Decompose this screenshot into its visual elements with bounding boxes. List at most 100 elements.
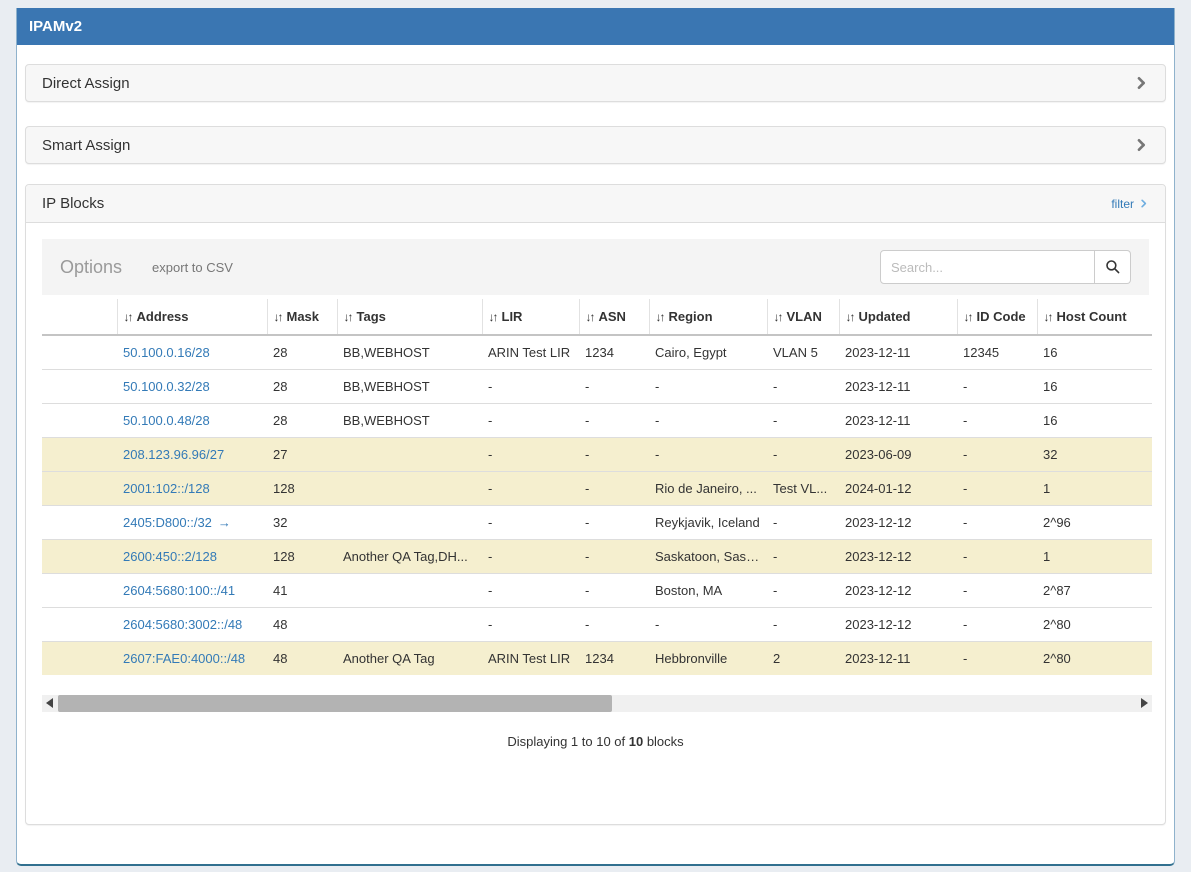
options-title: Options (60, 257, 122, 278)
horizontal-scrollbar[interactable] (42, 695, 1152, 712)
column-header-tags[interactable]: ↓↑Tags (337, 299, 482, 335)
address-link[interactable]: 50.100.0.16/28 (123, 345, 210, 360)
cell-tags (337, 607, 482, 641)
cell-updated: 2023-12-12 (839, 505, 957, 539)
cell-select (42, 403, 117, 437)
cell-mask: 28 (267, 369, 337, 403)
cell-vlan: - (767, 369, 839, 403)
cell-tags (337, 437, 482, 471)
column-header-vlan[interactable]: ↓↑ VLAN (767, 299, 839, 335)
address-link[interactable]: 50.100.0.48/28 (123, 413, 210, 428)
column-header-mask[interactable]: ↓↑Mask (267, 299, 337, 335)
cell-select (42, 335, 117, 369)
cell-lir: - (482, 573, 579, 607)
cell-select (42, 607, 117, 641)
cell-lir: - (482, 607, 579, 641)
panel-direct-assign[interactable]: Direct Assign (25, 64, 1166, 102)
column-label: ID Code (977, 309, 1026, 324)
cell-asn: - (579, 369, 649, 403)
sort-icon[interactable]: ↓↑ (1044, 310, 1052, 324)
scroll-left-icon[interactable] (46, 698, 53, 708)
scroll-right-icon[interactable] (1141, 698, 1148, 708)
cell-asn: - (579, 437, 649, 471)
column-header-address[interactable]: ↓↑Address (117, 299, 267, 335)
export-csv-link[interactable]: export to CSV (152, 260, 233, 275)
chevron-right-icon[interactable] (1133, 75, 1149, 91)
cell-host_count: 16 (1037, 403, 1152, 437)
panel-smart-assign[interactable]: Smart Assign (25, 126, 1166, 164)
table-row: 2001:102::/128128--Rio de Janeiro, ...Te… (42, 471, 1152, 505)
cell-host_count: 1 (1037, 539, 1152, 573)
address-link[interactable]: 2607:FAE0:4000::/48 (123, 651, 245, 666)
cell-address: 2405:D800::/32→ (117, 505, 267, 539)
cell-updated: 2023-12-11 (839, 641, 957, 675)
cell-id_code: - (957, 471, 1037, 505)
sort-icon[interactable]: ↓↑ (846, 310, 854, 324)
address-link[interactable]: 2405:D800::/32 (123, 515, 212, 530)
sort-icon[interactable]: ↓↑ (344, 310, 352, 324)
sort-icon[interactable]: ↓↑ (489, 310, 497, 324)
cell-tags: BB,WEBHOST (337, 335, 482, 369)
sort-icon[interactable]: ↓↑ (656, 310, 664, 324)
cell-region: - (649, 607, 767, 641)
column-label: VLAN (787, 309, 822, 324)
sort-icon[interactable]: ↓↑ (586, 310, 594, 324)
sort-icon[interactable]: ↓↑ (124, 310, 132, 324)
scrollbar-thumb[interactable] (58, 695, 612, 712)
sort-icon[interactable]: ↓↑ (964, 310, 972, 324)
search-input[interactable] (880, 250, 1095, 284)
column-header-host_count[interactable]: ↓↑ Host Count (1037, 299, 1152, 335)
column-header-id_code[interactable]: ↓↑ ID Code (957, 299, 1037, 335)
cell-host_count: 16 (1037, 335, 1152, 369)
address-link[interactable]: 2001:102::/128 (123, 481, 210, 496)
ip-blocks-heading: IP Blocks filter (26, 185, 1165, 223)
cell-mask: 32 (267, 505, 337, 539)
cell-select (42, 641, 117, 675)
pagination-text-after: blocks (643, 734, 683, 749)
table-row: 50.100.0.48/2828BB,WEBHOST----2023-12-11… (42, 403, 1152, 437)
cell-tags: Another QA Tag (337, 641, 482, 675)
table-header-row: ↓↑Address↓↑Mask↓↑Tags↓↑LIR↓↑ASN↓↑Region↓… (42, 299, 1152, 335)
chevron-right-icon[interactable] (1133, 137, 1149, 153)
column-label: ASN (599, 309, 626, 324)
cell-updated: 2023-12-12 (839, 607, 957, 641)
address-link[interactable]: 2604:5680:3002::/48 (123, 617, 242, 632)
cell-vlan: - (767, 437, 839, 471)
cell-updated: 2023-06-09 (839, 437, 957, 471)
column-header-lir[interactable]: ↓↑LIR (482, 299, 579, 335)
chevron-right-icon (1138, 198, 1149, 209)
sort-icon[interactable]: ↓↑ (274, 310, 282, 324)
cell-host_count: 1 (1037, 471, 1152, 505)
table-row: 2600:450::2/128128Another QA Tag,DH...--… (42, 539, 1152, 573)
cell-lir: - (482, 403, 579, 437)
address-link[interactable]: 2600:450::2/128 (123, 549, 217, 564)
cell-region: Cairo, Egypt (649, 335, 767, 369)
cell-id_code: - (957, 403, 1037, 437)
cell-tags (337, 505, 482, 539)
cell-region: Rio de Janeiro, ... (649, 471, 767, 505)
table-row: 2405:D800::/32→32--Reykjavik, Iceland-20… (42, 505, 1152, 539)
sort-icon[interactable]: ↓↑ (774, 310, 782, 324)
ip-blocks-label: IP Blocks (42, 195, 104, 212)
cell-updated: 2023-12-12 (839, 573, 957, 607)
search-button[interactable] (1095, 250, 1131, 284)
column-label: Host Count (1057, 309, 1127, 324)
address-link[interactable]: 208.123.96.96/27 (123, 447, 224, 462)
cell-address: 2604:5680:3002::/48 (117, 607, 267, 641)
column-header-region[interactable]: ↓↑Region (649, 299, 767, 335)
cell-asn: - (579, 403, 649, 437)
cell-region: - (649, 403, 767, 437)
cell-region: Reykjavik, Iceland (649, 505, 767, 539)
column-header-asn[interactable]: ↓↑ ASN (579, 299, 649, 335)
filter-link[interactable]: filter (1111, 197, 1149, 211)
cell-updated: 2023-12-12 (839, 539, 957, 573)
cell-updated: 2024-01-12 (839, 471, 957, 505)
address-link[interactable]: 2604:5680:100::/41 (123, 583, 235, 598)
column-header-updated[interactable]: ↓↑Updated (839, 299, 957, 335)
cell-tags (337, 573, 482, 607)
cell-vlan: - (767, 573, 839, 607)
cell-vlan: VLAN 5 (767, 335, 839, 369)
ip-blocks-table: ↓↑Address↓↑Mask↓↑Tags↓↑LIR↓↑ASN↓↑Region↓… (42, 299, 1152, 675)
address-link[interactable]: 50.100.0.32/28 (123, 379, 210, 394)
table-row: 50.100.0.32/2828BB,WEBHOST----2023-12-11… (42, 369, 1152, 403)
